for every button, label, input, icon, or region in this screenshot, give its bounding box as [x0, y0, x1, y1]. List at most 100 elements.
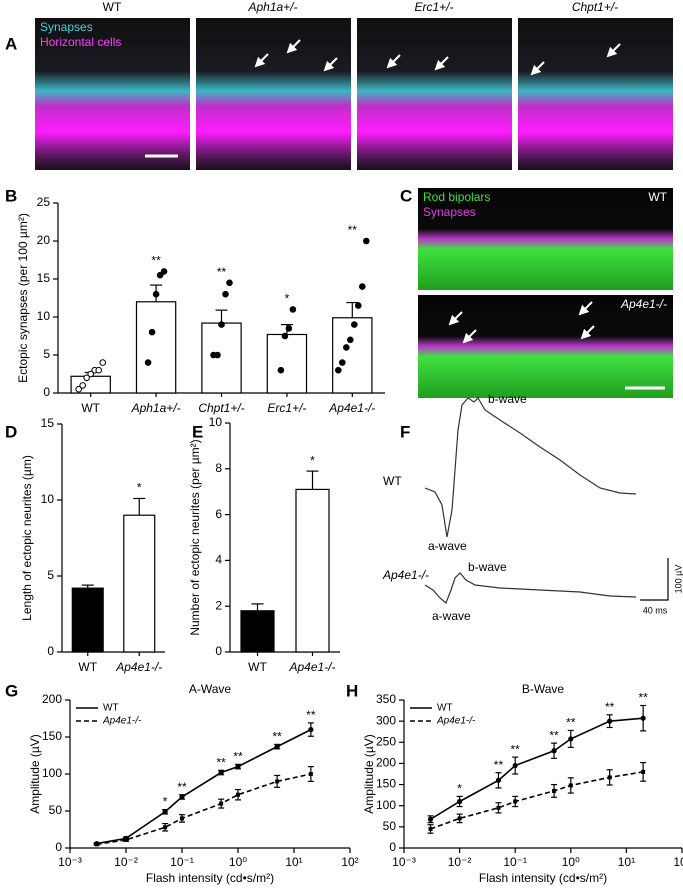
- legend-label: WT: [103, 703, 119, 714]
- data-point: [226, 279, 233, 287]
- data-point: [355, 302, 362, 309]
- y-tick-label: 250: [376, 734, 396, 748]
- genotype: Aph1a+/-: [247, 0, 297, 14]
- wave-label: b-wave: [468, 560, 507, 574]
- y-tick-label: 5: [43, 347, 50, 361]
- bar: [266, 333, 308, 394]
- data-point: [156, 271, 164, 279]
- point: [219, 801, 224, 806]
- point: [512, 762, 518, 769]
- x-tick-label: 10⁰: [562, 855, 580, 869]
- point: [457, 816, 462, 821]
- point: [179, 794, 185, 800]
- x-tick-label: 10⁻³: [58, 855, 82, 869]
- erg-traces: [424, 397, 669, 604]
- point: [552, 788, 557, 793]
- data-point: [359, 283, 366, 290]
- data-point: [347, 336, 354, 344]
- y-tick-label: 10: [41, 492, 55, 506]
- x-tick-label: 10²: [673, 855, 683, 869]
- significance: *: [163, 795, 168, 809]
- y-axis-label: Ectopic synapses (per 100 µm²): [16, 213, 30, 383]
- y-tick-label: 50: [49, 803, 63, 817]
- x-tick-label: 10²: [341, 855, 358, 869]
- significance: **: [605, 700, 615, 714]
- y-tick-label: 200: [376, 756, 396, 770]
- y-tick-label: 15: [37, 271, 51, 285]
- x-tick-label: 10⁻²: [448, 855, 472, 869]
- significance: **: [272, 730, 282, 744]
- wave-label: a-wave: [432, 609, 471, 623]
- data-point: [75, 385, 82, 393]
- y-axis-label: Amplitude (µV): [362, 734, 376, 814]
- point: [274, 744, 280, 750]
- point: [124, 837, 128, 842]
- genotype: Erc1+/-: [414, 0, 453, 14]
- point: [607, 775, 612, 780]
- point: [568, 783, 573, 788]
- scale-label: 100 µV: [673, 565, 683, 594]
- series-line: [96, 728, 312, 845]
- point: [236, 792, 240, 797]
- y-tick-label: 10: [37, 309, 51, 323]
- data-point: [351, 321, 358, 328]
- point: [94, 842, 99, 847]
- data-point: [79, 382, 86, 389]
- panel-letter: F: [400, 422, 410, 441]
- legend-label: Ap4e1-/-: [102, 716, 142, 727]
- point: [496, 805, 501, 810]
- significance: **: [511, 742, 521, 756]
- point: [568, 736, 574, 742]
- panel-letter: C: [400, 186, 412, 205]
- y-tick-label: 0: [389, 840, 396, 854]
- x-tick-label: 10⁻³: [392, 855, 416, 869]
- y-tick-label: 100: [42, 766, 62, 780]
- data-point: [363, 237, 370, 245]
- y-tick-label: 200: [42, 692, 62, 706]
- significance: **: [216, 755, 226, 769]
- point: [235, 764, 241, 770]
- point: [275, 779, 280, 784]
- genotype: WT: [103, 0, 122, 14]
- x-tick-label: WT: [81, 401, 100, 415]
- significance: **: [348, 223, 358, 237]
- panel-a-images: [35, 18, 673, 170]
- y-tick-label: 100: [376, 798, 396, 812]
- wave-label: b-wave: [488, 392, 527, 406]
- legend-label: Ap4e1-/-: [436, 716, 476, 727]
- x-axis-label: Flash intensity (cd•s/m²): [479, 871, 607, 885]
- point: [457, 798, 463, 805]
- bar: [135, 301, 177, 394]
- y-tick-label: 4: [215, 553, 222, 567]
- panel-letter: H: [346, 681, 358, 700]
- y-tick-label: 2: [215, 598, 222, 612]
- data-point: [152, 290, 160, 298]
- series-line: [96, 773, 312, 846]
- panel-letter: A: [5, 34, 17, 53]
- point: [218, 769, 224, 776]
- x-axis-label: Flash intensity (cd•s/m²): [146, 871, 274, 885]
- point: [162, 809, 168, 815]
- data-point: [160, 268, 168, 275]
- point: [308, 727, 314, 733]
- y-tick-label: 300: [376, 713, 396, 727]
- data-point: [95, 366, 102, 374]
- genotype: WT: [383, 474, 402, 488]
- x-tick-label: 10⁰: [229, 855, 247, 869]
- x-tick-label: 10¹: [618, 855, 635, 869]
- bar: [332, 317, 373, 394]
- y-tick-label: 0: [55, 840, 62, 854]
- data-point: [99, 359, 106, 366]
- x-tick-label: Ap4e1-/-: [115, 660, 162, 674]
- genotype: Ap4e1-/-: [382, 568, 429, 582]
- scale-label: 40 ms: [643, 605, 668, 615]
- significance: **: [566, 716, 576, 730]
- point: [640, 715, 646, 721]
- significance: *: [310, 453, 315, 467]
- x-tick-label: Chpt1+/-: [198, 401, 244, 415]
- micrograph: [35, 18, 190, 170]
- y-tick-label: 6: [215, 507, 222, 521]
- stain-label: Synapses: [423, 205, 476, 219]
- genotype: Chpt1+/-: [572, 0, 618, 14]
